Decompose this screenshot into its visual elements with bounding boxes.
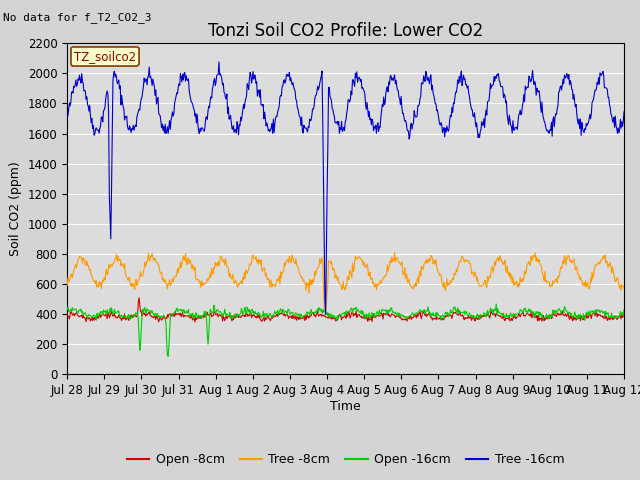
Legend: TZ_soilco2: TZ_soilco2 — [71, 47, 139, 66]
Text: No data for f_T2_CO2_3: No data for f_T2_CO2_3 — [3, 12, 152, 23]
X-axis label: Time: Time — [330, 400, 361, 413]
Legend: Open -8cm, Tree -8cm, Open -16cm, Tree -16cm: Open -8cm, Tree -8cm, Open -16cm, Tree -… — [122, 448, 569, 471]
Title: Tonzi Soil CO2 Profile: Lower CO2: Tonzi Soil CO2 Profile: Lower CO2 — [208, 22, 483, 40]
Y-axis label: Soil CO2 (ppm): Soil CO2 (ppm) — [9, 161, 22, 256]
